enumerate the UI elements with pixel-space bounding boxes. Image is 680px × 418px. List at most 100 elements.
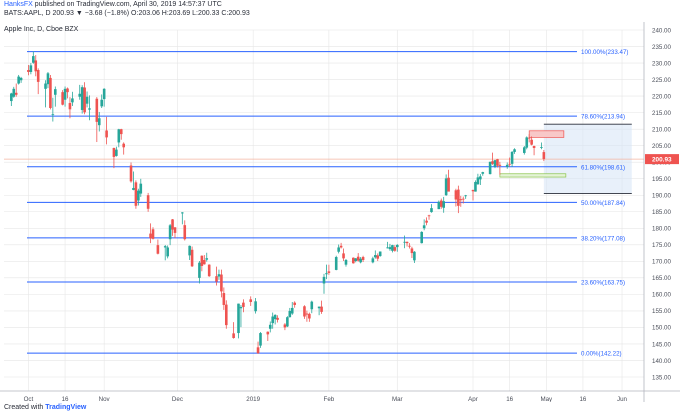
price-readout: 200.93 ▼ −3.68 (−1.8%) O:203.06 H:203.69…	[52, 10, 250, 17]
candle-body	[271, 316, 275, 324]
candle-body	[461, 198, 465, 200]
candle-body	[207, 264, 211, 277]
candle-body	[49, 77, 52, 108]
price-tick-label: 235.00	[652, 44, 671, 51]
candle-body	[14, 92, 18, 95]
last-price-label: 200.93	[652, 157, 672, 164]
candle-body	[232, 333, 235, 339]
candle-body	[102, 88, 106, 100]
time-tick-label: 16	[506, 396, 513, 402]
candle-body	[361, 257, 365, 261]
candle-body	[256, 347, 260, 354]
candle-body	[12, 88, 16, 97]
candle-body	[129, 165, 133, 182]
candle-body	[491, 161, 494, 164]
price-tick-label: 160.00	[652, 292, 671, 299]
candle-body	[378, 251, 382, 257]
candle-body	[156, 245, 160, 254]
time-tick-label: Jun	[617, 396, 628, 402]
candle-body	[464, 195, 467, 197]
publish-line: HanksFX published on TradingView.com, Ap…	[4, 0, 680, 9]
candle-body	[276, 317, 279, 320]
candle-body	[325, 273, 328, 275]
candle-body	[254, 301, 257, 312]
price-tick-label: 145.00	[652, 341, 671, 348]
candle-body	[290, 307, 294, 314]
candle-body	[215, 276, 218, 282]
candle-body	[105, 130, 108, 138]
candle-body	[137, 190, 140, 201]
candle-body	[34, 60, 38, 72]
candle-body	[66, 88, 69, 93]
time-tick-label: 16	[579, 396, 586, 402]
candle-body	[474, 182, 477, 192]
tradingview-logo[interactable]: TradingView	[45, 404, 87, 411]
candle-body	[80, 87, 84, 110]
candle-body	[308, 313, 311, 319]
candle-body	[493, 160, 497, 167]
published-text: published on TradingView.com, April 30, …	[34, 1, 222, 8]
price-tick-label: 205.00	[652, 143, 671, 150]
candle-body	[471, 189, 475, 192]
candle-body	[403, 241, 406, 243]
candle-body	[293, 302, 296, 305]
candle-body	[342, 253, 345, 259]
candle-body	[439, 200, 443, 207]
candle-body	[286, 317, 289, 327]
fib-level-label: 38.20%(177.08)	[581, 235, 625, 242]
candle-body	[151, 229, 155, 239]
candle-body	[510, 151, 514, 164]
price-tick-label: 155.00	[652, 308, 671, 315]
candle-body	[376, 255, 380, 259]
candle-body	[327, 271, 331, 273]
candle-body	[134, 182, 138, 206]
candle-body	[112, 147, 116, 157]
candle-body	[391, 245, 394, 251]
candle-body	[444, 178, 448, 196]
candle-body	[273, 314, 277, 320]
candle-body	[266, 331, 270, 335]
candle-body	[488, 161, 492, 175]
candle-body	[310, 301, 314, 310]
candle-body	[198, 262, 201, 278]
candle-body	[420, 231, 424, 244]
candle-body	[430, 208, 433, 213]
candle-body	[163, 246, 167, 248]
candle-body	[44, 83, 47, 89]
candle-body	[166, 247, 169, 257]
axis-layer: 135.00 140.00 145.00 150.00 155.00 160.00 165.…	[0, 22, 680, 403]
chart-area[interactable]: 100.00%(233.47) 78.60%(213.94) 61.80%(198.…	[0, 22, 680, 403]
candle-body	[530, 139, 533, 145]
price-tick-label: 230.00	[652, 60, 671, 67]
price-tick-label: 180.00	[652, 226, 671, 233]
candle-body	[344, 260, 348, 265]
candle-body	[479, 176, 482, 180]
candle-body	[173, 227, 177, 233]
time-tick-label: Feb	[324, 396, 335, 402]
candle-body	[422, 225, 426, 229]
candle-body	[203, 260, 206, 265]
candlestick-chart[interactable]: 100.00%(233.47) 78.60%(213.94) 61.80%(198.…	[0, 22, 680, 403]
price-tick-label: 175.00	[652, 242, 671, 249]
candle-body	[188, 245, 191, 256]
candle-body	[427, 215, 431, 217]
candle-body	[498, 164, 502, 166]
price-tick-label: 135.00	[652, 374, 671, 381]
candle-body	[29, 65, 33, 72]
candle-body	[476, 177, 480, 185]
candle-body	[88, 108, 91, 110]
candle-body	[220, 274, 223, 292]
price-tick-label: 165.00	[652, 275, 671, 282]
publisher-link[interactable]: HanksFX	[4, 1, 33, 8]
candle-body	[149, 233, 152, 239]
candle-body	[525, 137, 529, 148]
candle-body	[268, 324, 272, 329]
symbol-label: BATS:AAPL, D	[4, 10, 51, 17]
candle-body	[115, 149, 118, 156]
candle-body	[496, 159, 499, 166]
candle-body	[205, 258, 209, 260]
candle-body	[122, 143, 125, 148]
candle-body	[386, 247, 389, 249]
fib-level-label: 23.60%(163.75)	[581, 279, 625, 286]
fib-level-label: 50.00%(187.84)	[581, 200, 625, 207]
